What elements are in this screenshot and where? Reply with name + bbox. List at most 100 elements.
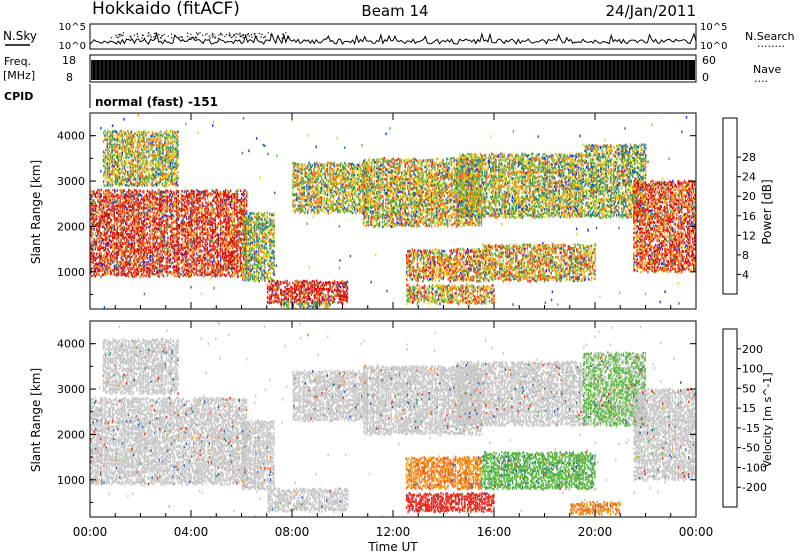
range-gate-cell <box>202 225 203 228</box>
range-gate-cell <box>139 164 140 167</box>
range-gate-cell <box>156 246 157 249</box>
range-gate-cell <box>182 253 183 256</box>
range-gate-cell <box>222 230 223 233</box>
range-gate-cell <box>121 249 122 252</box>
range-gate-cell <box>191 268 192 271</box>
range-gate-cell <box>234 250 235 253</box>
range-gate-cell <box>139 134 140 137</box>
range-gate-cell <box>139 260 140 263</box>
range-gate-cell <box>109 238 110 241</box>
range-gate-cell <box>155 236 156 239</box>
range-gate-cell <box>232 253 233 256</box>
range-gate-cell <box>236 244 237 247</box>
range-gate-cell <box>213 236 214 239</box>
range-gate-cell <box>92 262 93 265</box>
noise-search-dot <box>239 33 240 34</box>
range-gate-cell <box>109 192 110 195</box>
range-gate-cell <box>147 202 148 205</box>
range-gate-cell <box>117 251 118 254</box>
range-gate-cell <box>107 201 108 204</box>
range-gate-cell <box>125 218 126 221</box>
range-gate-cell <box>147 211 148 214</box>
range-gate-cell <box>158 227 159 230</box>
range-gate-cell <box>113 171 114 174</box>
range-gate-cell <box>132 204 133 207</box>
range-gate-cell <box>213 199 214 202</box>
noise-search-dot <box>197 34 198 35</box>
range-gate-cell <box>107 259 108 262</box>
range-gate-cell <box>117 267 118 270</box>
range-gate-cell <box>152 139 153 142</box>
range-gate-cell <box>97 195 98 198</box>
range-gate-cell <box>179 268 180 271</box>
range-gate-cell <box>148 251 149 254</box>
range-gate-cell <box>236 215 237 218</box>
range-gate-cell <box>148 150 149 153</box>
range-gate-cell <box>107 148 108 151</box>
range-gate-cell <box>186 275 187 278</box>
range-gate-cell <box>199 274 200 277</box>
range-gate-cell <box>122 243 123 246</box>
range-gate-cell <box>149 240 150 243</box>
range-gate-cell <box>101 200 102 203</box>
range-gate-cell <box>230 217 231 220</box>
range-gate-cell <box>171 262 172 265</box>
range-gate-cell <box>237 189 238 192</box>
range-gate-cell <box>158 151 159 154</box>
range-gate-cell <box>143 190 144 193</box>
range-gate-cell <box>97 268 98 271</box>
range-gate-cell <box>171 201 172 204</box>
range-gate-cell <box>226 260 227 263</box>
range-gate-cell <box>119 140 120 143</box>
range-gate-cell <box>114 234 115 237</box>
range-gate-cell <box>132 220 133 223</box>
range-gate-cell <box>215 269 216 272</box>
range-gate-cell <box>215 218 216 221</box>
range-gate-cell <box>215 195 216 198</box>
range-gate-cell <box>114 247 115 250</box>
range-gate-cell <box>111 192 112 195</box>
range-gate-cell <box>241 193 242 196</box>
range-gate-cell <box>147 214 148 217</box>
range-gate-cell <box>110 267 111 270</box>
range-gate-cell <box>207 189 208 192</box>
range-gate-cell <box>230 230 231 233</box>
range-gate-cell <box>205 205 206 208</box>
range-gate-cell <box>112 130 113 133</box>
range-gate-cell <box>212 190 213 193</box>
range-gate-cell <box>149 162 150 165</box>
noise-search-dot <box>153 36 154 37</box>
range-gate-cell <box>126 222 127 225</box>
range-gate-cell <box>166 176 167 179</box>
range-gate-cell <box>180 273 181 276</box>
range-gate-cell <box>121 228 122 231</box>
range-gate-cell <box>140 230 141 233</box>
range-gate-cell <box>113 174 114 177</box>
range-gate-cell <box>134 249 135 252</box>
range-gate-cell <box>125 269 126 272</box>
range-gate-cell <box>99 201 100 204</box>
noise-search-dot <box>154 33 155 34</box>
range-gate-cell <box>112 164 113 167</box>
range-gate-cell <box>159 257 160 260</box>
range-gate-cell <box>213 218 214 221</box>
range-gate-cell <box>111 246 112 249</box>
range-gate-cell <box>122 189 123 192</box>
range-gate-cell <box>126 191 127 194</box>
range-gate-cell <box>208 271 209 274</box>
range-gate-cell <box>158 189 159 192</box>
range-gate-cell <box>156 133 157 136</box>
range-gate-cell <box>159 230 160 233</box>
range-gate-cell <box>150 200 151 203</box>
range-gate-cell <box>228 209 229 212</box>
range-gate-cell <box>141 261 142 264</box>
range-gate-cell <box>215 225 216 228</box>
range-gate-cell <box>135 158 136 161</box>
noise-search-dot <box>118 34 119 35</box>
range-gate-cell <box>157 236 158 239</box>
range-gate-cell <box>104 171 105 174</box>
noise-search-dot <box>231 37 232 38</box>
range-gate-cell <box>203 222 204 225</box>
range-gate-cell <box>114 228 115 231</box>
range-gate-cell <box>186 272 187 275</box>
